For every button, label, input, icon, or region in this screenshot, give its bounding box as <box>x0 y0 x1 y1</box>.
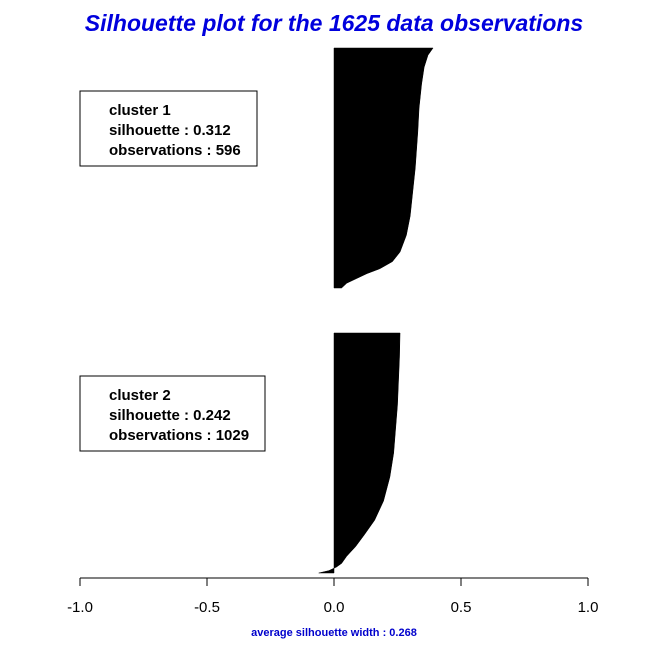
legend-cluster-2-silhouette: silhouette : 0.242 <box>109 407 231 424</box>
legend-cluster-2: cluster 2 silhouette : 0.242 observation… <box>79 375 266 452</box>
x-axis: -1.0 -0.5 0.0 0.5 1.0 <box>67 577 599 616</box>
chart-title: Silhouette plot for the 1625 data observ… <box>85 10 583 36</box>
legend-box-cluster-2 <box>79 375 266 452</box>
legend-cluster-1-observations: observations : 596 <box>109 142 241 159</box>
x-tick-label-2: 0.0 <box>324 599 345 616</box>
legend-cluster-1-name: cluster 1 <box>109 102 171 119</box>
x-tick-label-4: 1.0 <box>578 599 599 616</box>
silhouette-bars <box>318 47 434 574</box>
silhouette-bars-cluster-2 <box>318 332 401 574</box>
legend-box-cluster-1 <box>79 90 258 167</box>
legend-cluster-2-observations: observations : 1029 <box>109 427 249 444</box>
legend-cluster-1: cluster 1 silhouette : 0.312 observation… <box>79 90 258 167</box>
legend-cluster-1-silhouette: silhouette : 0.312 <box>109 122 231 139</box>
silhouette-bars-cluster-1 <box>333 47 434 289</box>
legend-cluster-2-name: cluster 2 <box>109 387 171 404</box>
x-tick-label-0: -1.0 <box>67 599 93 616</box>
x-tick-label-1: -0.5 <box>194 599 220 616</box>
x-axis-label: average silhouette width : 0.268 <box>251 627 417 639</box>
x-tick-label-3: 0.5 <box>451 599 472 616</box>
